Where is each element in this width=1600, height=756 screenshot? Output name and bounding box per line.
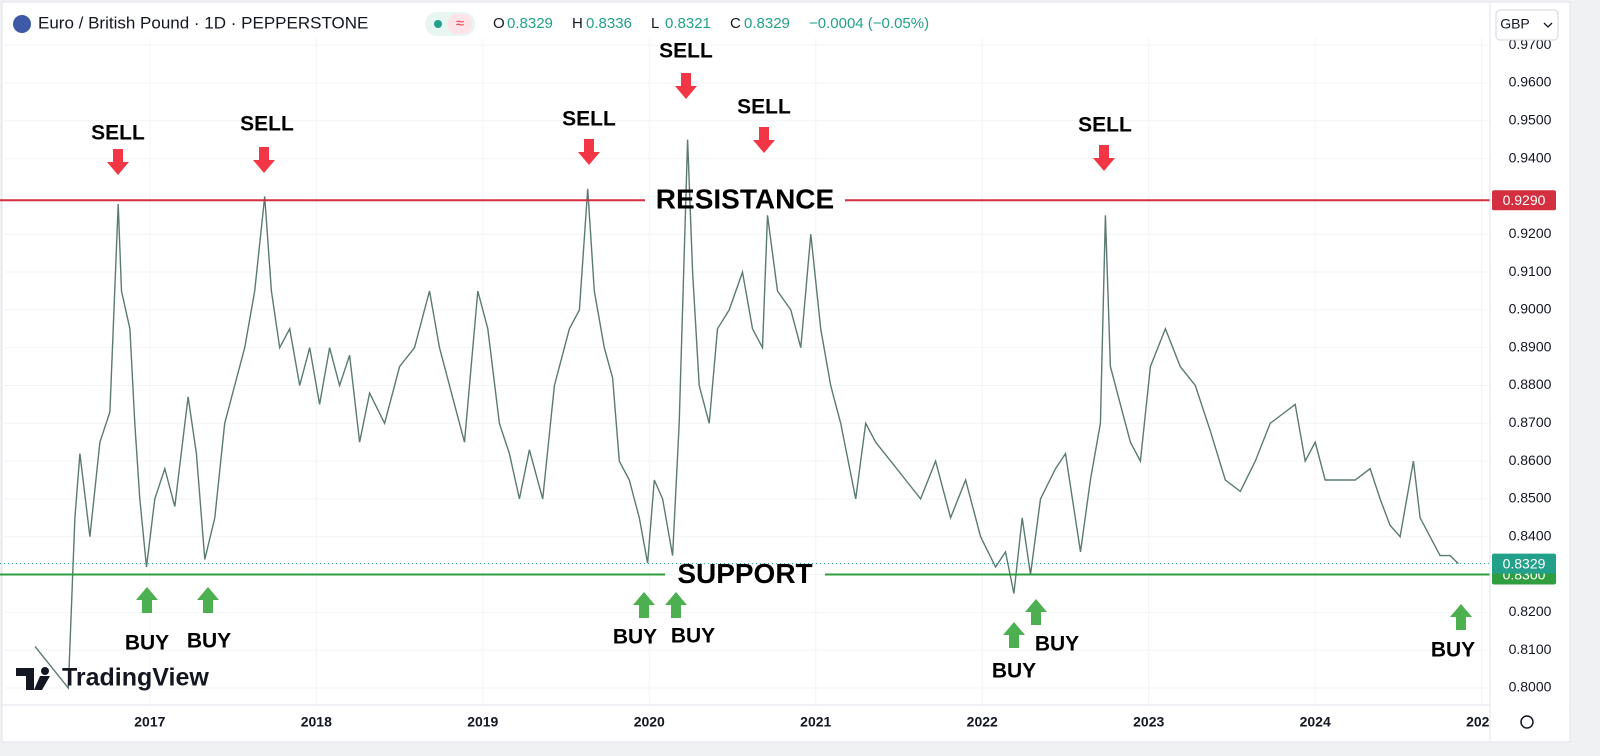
y-tick-label: 0.8100 [1509,641,1552,657]
y-tick-label: 0.9500 [1509,112,1552,128]
y-tick-label: 0.8500 [1509,490,1552,506]
annotation: BUY [671,625,715,648]
annotation: BUY [1431,639,1475,662]
ohlc-value: 0.8329 [744,15,790,32]
annotation: BUY [1035,633,1079,656]
x-tick-label: 2018 [301,714,332,730]
logo-text: TradingView [62,664,209,692]
ohlc-change: −0.0004 (−0.05%) [809,15,929,32]
logo-mark [16,668,50,690]
sell-arrow [1093,145,1115,171]
annotation: BUY [125,632,169,655]
settings-icon[interactable] [1520,715,1534,729]
chart-panel [1,1,1571,743]
buy-arrow [633,592,655,618]
ohlc-key: H [572,15,583,32]
y-tick-label: 0.8700 [1509,414,1552,430]
y-tick-label: 0.9000 [1509,301,1552,317]
level-price-label-box [1492,190,1556,211]
buy-arrow [136,587,158,613]
market-status [434,20,442,28]
symbol-title: Euro / British Pound · 1D · PEPPERSTONE [38,13,368,32]
annotation: SELL [1078,114,1132,137]
level-name: RESISTANCE [656,184,834,215]
y-tick-label: 0.8600 [1509,452,1552,468]
x-tick-label: 2021 [800,714,831,730]
price-line [34,139,1459,690]
y-tick-label: 0.8400 [1509,527,1552,543]
x-tick-label: 2022 [967,714,998,730]
y-tick-label: 0.8800 [1509,376,1552,392]
last-price-label-box [1492,553,1556,574]
x-tick-label: 2023 [1133,714,1164,730]
annotation: BUY [613,626,657,649]
buy-arrow [665,592,687,618]
ohlc-key: C [730,15,741,32]
y-tick-label: 0.9200 [1509,225,1552,241]
buy-arrow [1003,622,1025,648]
ohlc-key: L [651,15,659,32]
ohlc-value: 0.8329 [507,15,553,32]
annotation: BUY [187,630,231,653]
y-tick-label: 0.9400 [1509,149,1552,165]
symbol-flag [13,15,31,33]
x-tick-label: 2017 [134,714,165,730]
y-tick-label: 0.8000 [1509,679,1552,695]
ohlc-key: O [493,15,505,32]
annotation: SELL [737,96,791,119]
currency-label[interactable]: GBP [1500,16,1530,32]
y-tick-label: 0.8900 [1509,338,1552,354]
sell-arrow [107,149,129,175]
level-name: SUPPORT [677,558,812,589]
last-price-label: 0.8329 [1503,555,1546,571]
header-bg [3,4,1489,38]
sell-arrow [753,127,775,153]
annotation: SELL [91,122,145,145]
x-tick-label: 2024 [1300,714,1331,730]
buy-arrow [197,587,219,613]
sell-arrow [675,73,697,99]
ohlc-value: 0.8336 [586,15,632,32]
status-pill-2 [448,14,472,34]
ohlc-value: 0.8321 [665,15,711,32]
y-tick-label: 0.8200 [1509,603,1552,619]
sell-arrow [578,139,600,165]
buy-arrow [1450,604,1472,630]
annotation: SELL [240,113,294,136]
annotation: BUY [992,660,1036,683]
y-axis-panel [1490,3,1569,741]
x-tick-label: 2020 [634,714,665,730]
currency-button[interactable] [1495,9,1559,41]
sell-arrow [253,147,275,173]
level-price-label: 0.9290 [1503,192,1546,208]
logo-dot [41,667,49,675]
status-icon: ≈ [456,15,464,32]
y-tick-label: 0.9100 [1509,263,1552,279]
annotation: SELL [562,108,616,131]
currency-caret [1543,22,1553,28]
buy-arrow [1025,599,1047,625]
annotation: SELL [659,40,713,63]
y-tick-label: 0.9600 [1509,74,1552,90]
x-tick-label: 2019 [467,714,498,730]
